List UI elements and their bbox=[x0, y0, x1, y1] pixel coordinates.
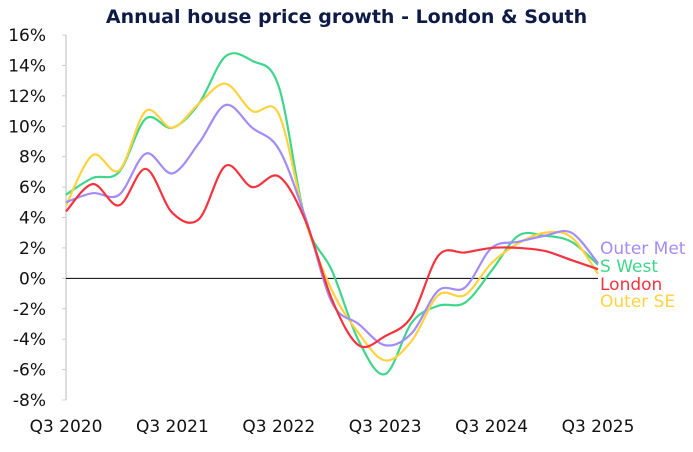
series-line-outer-met bbox=[65, 103, 599, 347]
y-tick-label: 10% bbox=[8, 117, 46, 137]
y-tick-label: 2% bbox=[19, 239, 46, 259]
chart-title: Annual house price growth - London & Sou… bbox=[105, 6, 588, 28]
legend-label-london: London bbox=[600, 275, 662, 295]
y-tick-label: 14% bbox=[8, 56, 46, 76]
y-tick-label: 8% bbox=[19, 148, 46, 168]
legend-label-s-west: S West bbox=[600, 257, 658, 277]
series-line-s-west bbox=[65, 52, 599, 376]
x-tick-label: Q3 2020 bbox=[30, 417, 103, 437]
y-tick-label: 6% bbox=[19, 178, 46, 198]
legend-label-outer-met: Outer Met bbox=[600, 239, 686, 259]
series-line-outer-se bbox=[65, 82, 599, 362]
x-tick-label: Q3 2022 bbox=[242, 417, 315, 437]
x-tick-label: Q3 2021 bbox=[136, 417, 209, 437]
y-tick-label: 16% bbox=[8, 26, 46, 46]
series-line-london bbox=[65, 164, 599, 349]
y-tick-label: -6% bbox=[13, 361, 46, 381]
x-tick-label: Q3 2024 bbox=[455, 417, 528, 437]
y-tick-label: -4% bbox=[13, 330, 46, 350]
y-tick-label: -2% bbox=[13, 300, 46, 320]
legend-label-outer-se: Outer SE bbox=[600, 292, 675, 312]
x-tick-label: Q3 2023 bbox=[349, 417, 422, 437]
y-tick-label: 4% bbox=[19, 209, 46, 229]
x-tick-label: Q3 2025 bbox=[562, 417, 635, 437]
y-tick-label: 12% bbox=[8, 87, 46, 107]
y-tick-label: -8% bbox=[13, 391, 46, 411]
y-tick-label: 0% bbox=[19, 269, 46, 289]
